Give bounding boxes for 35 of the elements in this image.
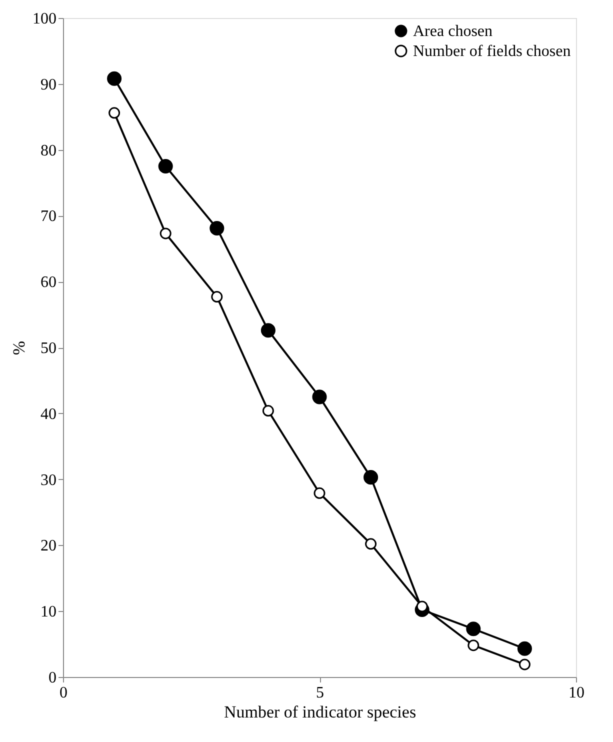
point	[364, 470, 378, 485]
point	[312, 390, 327, 404]
legend-label: Area chosen	[413, 23, 493, 40]
y-tick-label: 40	[40, 406, 56, 423]
point	[160, 228, 172, 240]
y-tick-label: 70	[40, 208, 56, 226]
y-tick-label: 90	[40, 76, 56, 94]
point	[466, 622, 481, 636]
point	[108, 107, 120, 119]
y-tick-label: 20	[40, 538, 56, 555]
point	[517, 641, 532, 656]
point	[158, 159, 173, 174]
legend-label: Number of fields chosen	[413, 43, 571, 60]
y-tick-label: 10	[40, 604, 56, 621]
y-tick-label: 0	[48, 670, 56, 686]
point	[107, 71, 122, 86]
y-tick-label: 80	[40, 142, 56, 160]
x-tick-label: 5	[316, 684, 324, 702]
x-tick-label: 0	[60, 684, 68, 702]
point	[416, 600, 428, 612]
point	[210, 220, 224, 236]
point	[518, 658, 530, 670]
y-tick-label: 50	[40, 340, 56, 357]
point	[262, 405, 274, 417]
point	[314, 487, 326, 499]
y-tick-label: 30	[40, 472, 56, 489]
y-tick-label: 100	[32, 10, 56, 28]
point	[468, 640, 480, 652]
y-tick-label: 60	[40, 274, 56, 292]
point	[365, 538, 377, 550]
y-axis-title: %	[10, 340, 28, 356]
point	[260, 323, 276, 338]
point	[211, 291, 223, 302]
x-axis-title: Number of indicator species	[224, 702, 416, 722]
x-tick-label: 10	[568, 684, 584, 702]
